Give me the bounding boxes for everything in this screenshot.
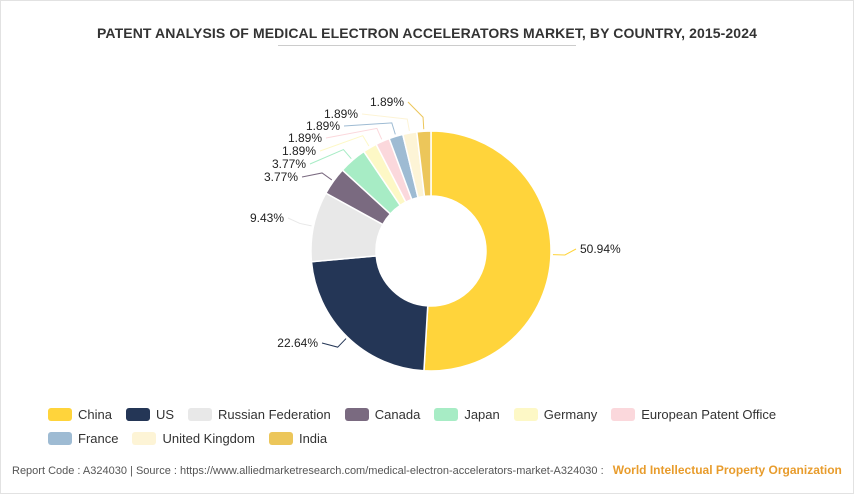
legend-item-france[interactable]: France (48, 429, 118, 447)
legend-label: European Patent Office (641, 406, 777, 422)
data-label-canada: 3.77% (264, 170, 298, 184)
chart-title: PATENT ANALYSIS OF MEDICAL ELECTRON ACCE… (97, 25, 757, 41)
legend-swatch (513, 407, 538, 421)
data-label-china: 50.94% (580, 242, 621, 256)
leader-line-japan (309, 148, 352, 165)
data-label-us: 22.64% (277, 336, 318, 350)
leader-line-india (407, 101, 425, 130)
leader-line-china (552, 248, 577, 256)
legend-item-canada[interactable]: Canada (344, 405, 421, 423)
source-brand[interactable]: World Intellectual Property Organization (612, 463, 842, 477)
donut-chart: 50.94%22.64%9.43%3.77%3.77%1.89%1.89%1.8… (250, 95, 621, 372)
legend-swatch (434, 407, 459, 421)
report-code: Report Code : A324030 (12, 465, 127, 477)
data-label-japan: 3.77% (272, 157, 306, 171)
legend-swatch (268, 431, 293, 445)
footer-separator: | (130, 465, 133, 477)
leader-line-us (321, 338, 347, 348)
leader-line-russian-federation (287, 217, 312, 227)
data-label-france: 1.89% (306, 119, 340, 133)
legend-label: Russian Federation (218, 406, 331, 422)
slice-china[interactable] (423, 130, 552, 372)
data-label-germany: 1.89% (282, 144, 316, 158)
legend-label: United Kingdom (162, 430, 255, 446)
data-label-european-patent-office: 1.89% (288, 131, 322, 145)
slice-india[interactable] (415, 130, 432, 198)
leader-line-united-kingdom (361, 113, 410, 132)
legend-swatch (48, 431, 72, 445)
legend-item-china[interactable]: China (48, 405, 112, 423)
legend-label: France (78, 430, 119, 446)
legend-item-japan[interactable]: Japan (434, 405, 500, 423)
leader-line-canada (301, 172, 333, 181)
legend-label: China (78, 406, 112, 422)
legend-swatch (48, 407, 72, 421)
footer: Report Code : A324030 | Source : https:/… (12, 463, 842, 477)
legend-item-united-kingdom[interactable]: United Kingdom (132, 429, 255, 447)
source-separator: : (600, 465, 604, 477)
legend-swatch (125, 407, 150, 421)
chart-legend: China US Russian Federation Canada Japan Germ… (48, 405, 838, 447)
legend-item-european-patent-office[interactable]: European Patent Office (611, 405, 776, 423)
legend-item-india[interactable]: India (268, 429, 328, 447)
source-text: Source : https://www.alliedmarketresearc… (135, 465, 598, 477)
data-label-russian-federation: 9.43% (250, 211, 284, 225)
data-label-india: 1.89% (370, 95, 404, 109)
legend-label: Canada (374, 406, 421, 422)
legend-swatch (344, 407, 369, 421)
legend-label: US (155, 406, 175, 422)
legend-swatch (611, 407, 636, 421)
legend-item-russian-federation[interactable]: Russian Federation (188, 405, 331, 423)
legend-label: Germany (543, 406, 598, 422)
legend-item-us[interactable]: US (125, 405, 175, 423)
leader-line-european-patent-office (325, 127, 383, 140)
legend-swatch (188, 407, 213, 421)
legend-label: India (298, 430, 328, 446)
slice-us[interactable] (310, 255, 429, 372)
legend-item-germany[interactable]: Germany (513, 405, 598, 423)
legend-label: Japan (464, 406, 500, 422)
data-label-united-kingdom: 1.89% (324, 107, 358, 121)
leader-line-france (343, 122, 396, 135)
legend-swatch (132, 431, 157, 445)
title-underline (278, 45, 576, 46)
leader-line-germany (319, 135, 370, 152)
